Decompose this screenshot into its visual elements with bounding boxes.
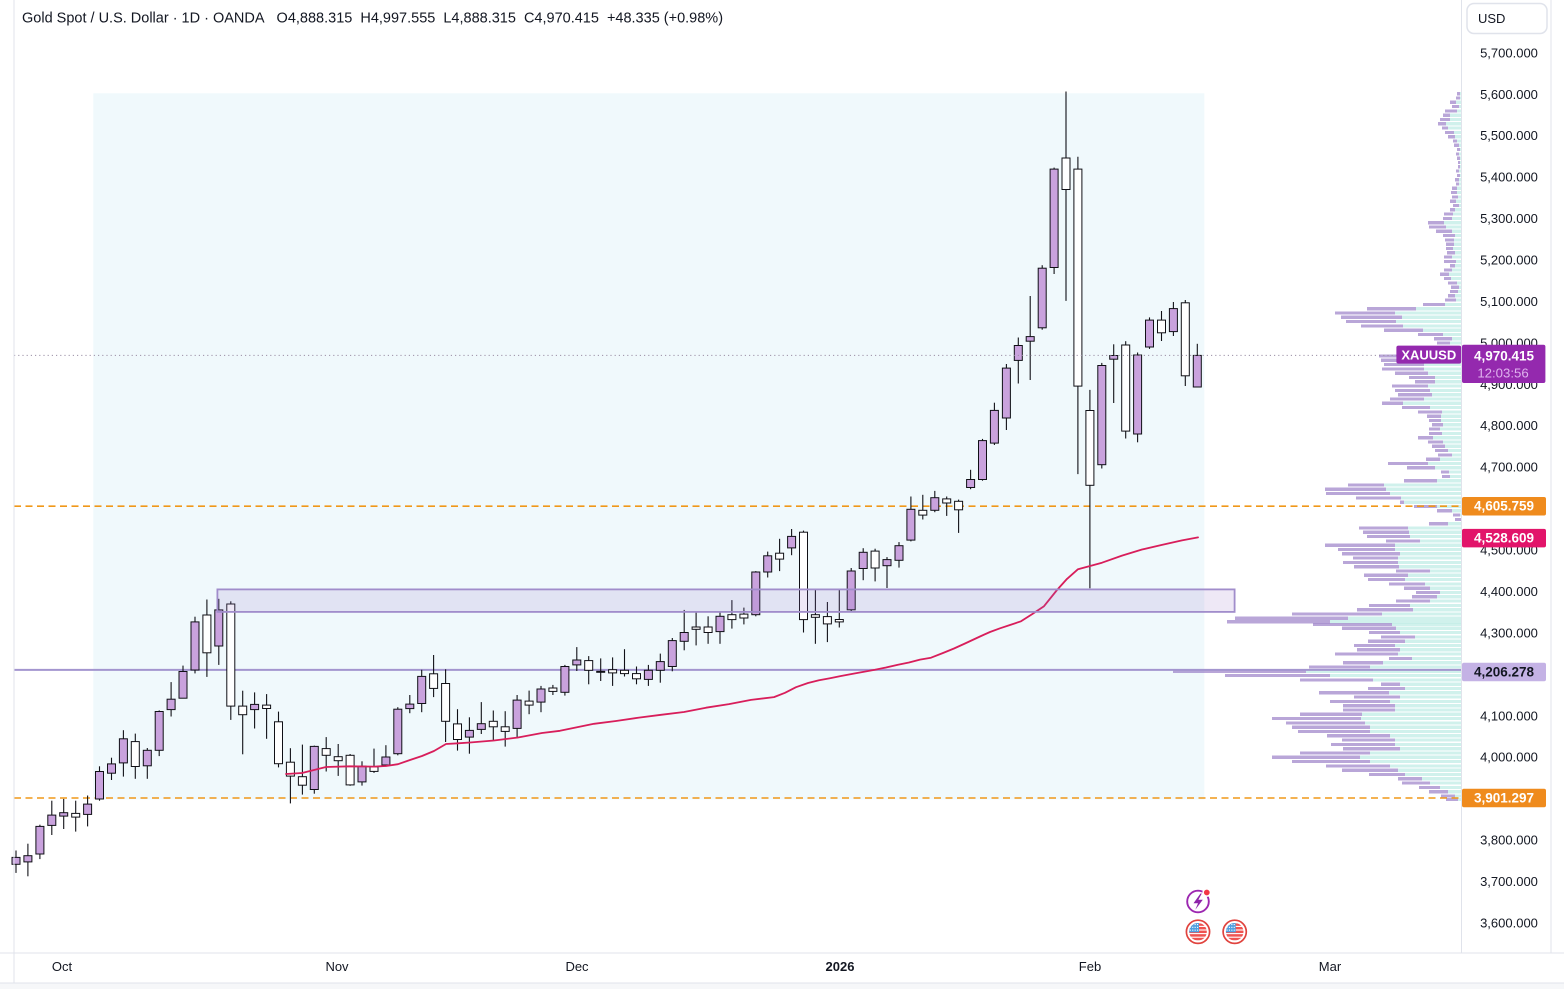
svg-text:2026: 2026	[826, 959, 855, 974]
svg-text:3,901.297: 3,901.297	[1474, 790, 1534, 805]
svg-text:4,700.000: 4,700.000	[1480, 460, 1538, 475]
svg-text:3,700.000: 3,700.000	[1480, 874, 1538, 889]
svg-text:Nov: Nov	[325, 959, 349, 974]
svg-text:Dec: Dec	[565, 959, 589, 974]
svg-text:5,400.000: 5,400.000	[1480, 170, 1538, 185]
svg-text:Gold Spot / U.S. Dollar · 1D ·: Gold Spot / U.S. Dollar · 1D · OANDA O4,8…	[22, 11, 723, 27]
svg-text:4,100.000: 4,100.000	[1480, 708, 1538, 723]
svg-text:5,600.000: 5,600.000	[1480, 87, 1538, 102]
svg-text:4,605.759: 4,605.759	[1474, 499, 1534, 514]
svg-text:5,300.000: 5,300.000	[1480, 211, 1538, 226]
svg-text:4,400.000: 4,400.000	[1480, 584, 1538, 599]
svg-text:4,000.000: 4,000.000	[1480, 750, 1538, 765]
svg-text:XAUUSD: XAUUSD	[1401, 347, 1456, 362]
svg-text:Feb: Feb	[1079, 959, 1101, 974]
svg-text:12:03:56: 12:03:56	[1477, 366, 1528, 381]
svg-text:3,600.000: 3,600.000	[1480, 915, 1538, 930]
svg-text:3,800.000: 3,800.000	[1480, 833, 1538, 848]
svg-text:4,528.609: 4,528.609	[1474, 530, 1534, 545]
svg-text:4,970.415: 4,970.415	[1474, 348, 1535, 363]
svg-text:5,100.000: 5,100.000	[1480, 294, 1538, 309]
svg-text:Mar: Mar	[1319, 959, 1342, 974]
svg-text:4,800.000: 4,800.000	[1480, 418, 1538, 433]
svg-text:4,300.000: 4,300.000	[1480, 625, 1538, 640]
svg-text:5,500.000: 5,500.000	[1480, 128, 1538, 143]
svg-text:Oct: Oct	[52, 959, 73, 974]
svg-text:5,700.000: 5,700.000	[1480, 45, 1538, 60]
svg-text:USD: USD	[1478, 11, 1505, 26]
svg-text:5,200.000: 5,200.000	[1480, 253, 1538, 268]
svg-text:4,206.278: 4,206.278	[1474, 664, 1535, 679]
